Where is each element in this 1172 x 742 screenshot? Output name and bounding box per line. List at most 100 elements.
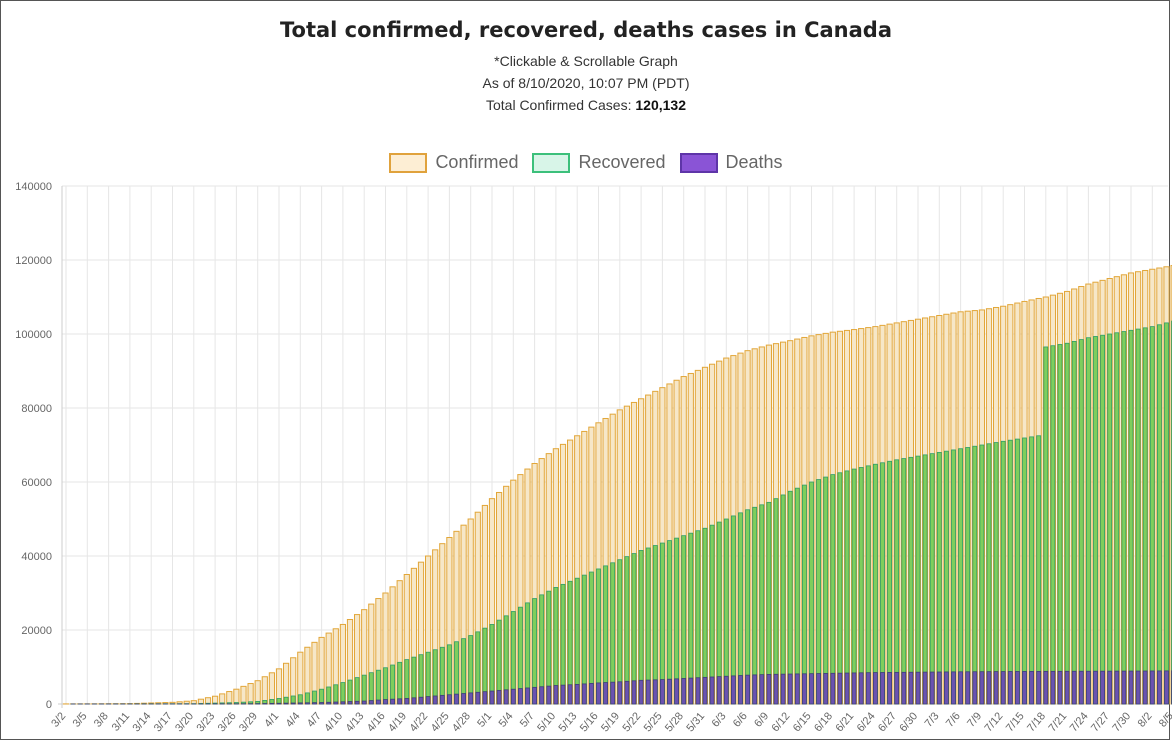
bar-deaths-8/3 bbox=[1157, 670, 1162, 705]
bar-deaths-7/29 bbox=[1121, 670, 1127, 705]
bar-recovered-7/24 bbox=[1086, 337, 1091, 705]
bar-recovered-4/16 bbox=[383, 667, 388, 705]
bar-recovered-4/12 bbox=[354, 677, 360, 705]
bar-confirmed-3/28 bbox=[247, 683, 254, 705]
bar-recovered-6/24 bbox=[873, 463, 878, 705]
bar-deaths-5/26 bbox=[667, 678, 672, 705]
bar-deaths-4/4 bbox=[297, 702, 303, 705]
bar-deaths-5/27 bbox=[674, 678, 679, 705]
y-tick-label: 40000 bbox=[21, 551, 52, 563]
bar-deaths-5/8 bbox=[539, 686, 545, 705]
bar-deaths-5/16 bbox=[596, 682, 601, 705]
x-tick-label: 5/19 bbox=[599, 710, 622, 734]
bar-deaths-5/30 bbox=[695, 677, 701, 705]
x-tick-label: 4/1 bbox=[262, 710, 281, 729]
legend-item-recovered[interactable]: Recovered bbox=[532, 152, 666, 173]
bar-deaths-4/15 bbox=[375, 699, 381, 705]
bar-recovered-4/9 bbox=[333, 684, 339, 705]
x-tick-label: 5/22 bbox=[620, 710, 643, 734]
bar-deaths-4/25 bbox=[446, 694, 452, 705]
bar-deaths-7/20 bbox=[1057, 670, 1063, 705]
x-tick-label: 7/12 bbox=[983, 710, 1006, 734]
bar-recovered-7/30 bbox=[1128, 329, 1134, 705]
x-tick-label: 4/16 bbox=[365, 710, 388, 734]
chart-subtitle: *Clickable & Scrollable Graph bbox=[494, 53, 678, 69]
bar-deaths-6/27 bbox=[894, 671, 900, 705]
bar-deaths-5/9 bbox=[546, 685, 552, 705]
bar-recovered-6/27 bbox=[894, 459, 900, 705]
bar-deaths-5/6 bbox=[525, 687, 530, 705]
x-tick-label: 7/18 bbox=[1025, 710, 1048, 734]
bar-recovered-7/25 bbox=[1093, 336, 1098, 705]
x-tick-label: 7/21 bbox=[1046, 710, 1069, 734]
bar-deaths-4/6 bbox=[312, 702, 317, 705]
bar-recovered-7/26 bbox=[1100, 334, 1105, 705]
chart-plot[interactable]: 0 20000 40000 60000 80000 100000 120000 140000 3… bbox=[0, 178, 1172, 742]
legend-label-recovered: Recovered bbox=[578, 152, 666, 172]
bar-deaths-7/30 bbox=[1128, 670, 1134, 705]
bar-deaths-6/12 bbox=[787, 673, 793, 705]
y-tick-label: 120000 bbox=[15, 255, 52, 267]
bar-recovered-7/17 bbox=[1036, 435, 1042, 705]
bar-recovered-6/8 bbox=[759, 504, 765, 705]
bar-deaths-6/22 bbox=[858, 672, 864, 705]
y-tick-label: 60000 bbox=[21, 477, 52, 489]
bar-recovered-7/15 bbox=[1022, 437, 1027, 705]
x-tick-label: 3/2 bbox=[49, 710, 68, 729]
bar-recovered-7/22 bbox=[1071, 340, 1077, 705]
bar-deaths-8/2 bbox=[1149, 670, 1155, 705]
bar-deaths-4/18 bbox=[397, 698, 403, 705]
bar-deaths-5/24 bbox=[652, 679, 658, 705]
bar-deaths-4/26 bbox=[454, 693, 459, 705]
bar-deaths-4/7 bbox=[319, 702, 325, 705]
bar-deaths-4/27 bbox=[461, 693, 467, 705]
x-tick-label: 4/25 bbox=[429, 710, 452, 734]
bar-deaths-7/16 bbox=[1029, 671, 1034, 705]
bar-deaths-4/30 bbox=[482, 691, 488, 705]
bar-deaths-5/31 bbox=[702, 676, 708, 705]
bar-recovered-6/25 bbox=[880, 462, 885, 705]
bar-recovered-6/20 bbox=[844, 470, 850, 705]
x-tick-label: 3/8 bbox=[92, 710, 111, 729]
bar-deaths-7/25 bbox=[1093, 670, 1098, 705]
x-tick-label: 3/5 bbox=[71, 710, 90, 729]
bar-deaths-7/17 bbox=[1036, 670, 1042, 705]
bar-deaths-7/31 bbox=[1135, 670, 1141, 705]
bar-recovered-7/9 bbox=[979, 444, 985, 705]
bar-recovered-7/29 bbox=[1121, 331, 1127, 705]
bar-confirmed-3/30 bbox=[261, 676, 268, 705]
x-tick-label: 4/13 bbox=[344, 710, 367, 734]
chart-header: Total confirmed, recovered, deaths cases… bbox=[0, 18, 1172, 116]
bar-deaths-4/14 bbox=[368, 700, 374, 705]
bar-deaths-7/3 bbox=[936, 671, 942, 705]
bar-deaths-6/19 bbox=[837, 672, 843, 705]
bar-deaths-7/23 bbox=[1078, 670, 1084, 705]
legend-item-confirmed[interactable]: Confirmed bbox=[389, 152, 518, 173]
bar-deaths-4/28 bbox=[468, 692, 474, 705]
bar-recovered-7/18 bbox=[1043, 346, 1049, 705]
bar-confirmed-3/24 bbox=[219, 693, 226, 705]
bar-deaths-6/4 bbox=[731, 675, 736, 705]
bar-recovered-6/18 bbox=[830, 474, 836, 705]
bar-recovered-7/5 bbox=[951, 449, 956, 705]
legend-label-deaths: Deaths bbox=[725, 152, 783, 172]
bar-deaths-6/8 bbox=[759, 674, 765, 705]
bar-deaths-4/21 bbox=[418, 696, 424, 705]
bar-recovered-7/27 bbox=[1107, 333, 1113, 705]
x-tick-label: 5/16 bbox=[578, 710, 601, 734]
bar-deaths-5/20 bbox=[624, 680, 630, 705]
x-tick-label: 5/10 bbox=[535, 710, 558, 734]
y-tick-label: 20000 bbox=[21, 625, 52, 637]
bar-deaths-4/16 bbox=[383, 699, 388, 705]
bar-recovered-7/20 bbox=[1057, 344, 1063, 705]
legend-item-deaths[interactable]: Deaths bbox=[679, 152, 783, 173]
bar-recovered-4/11 bbox=[347, 679, 353, 705]
bar-recovered-7/19 bbox=[1050, 345, 1056, 705]
bar-deaths-6/13 bbox=[794, 673, 800, 705]
x-tick-label: 6/24 bbox=[855, 710, 878, 734]
y-tick-label: 100000 bbox=[15, 329, 52, 341]
bar-recovered-7/31 bbox=[1135, 328, 1141, 705]
bar-deaths-3/31 bbox=[269, 702, 275, 705]
bar-deaths-5/13 bbox=[574, 683, 580, 705]
bar-recovered-6/13 bbox=[794, 487, 800, 705]
